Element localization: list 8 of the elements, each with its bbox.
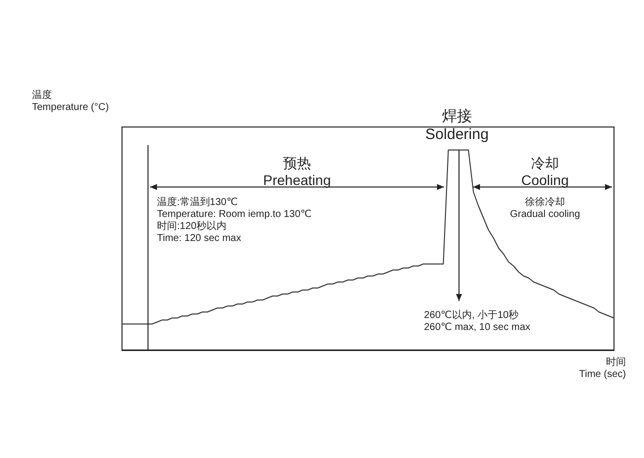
annotation: 冷却 Cooling: [520, 155, 570, 189]
annotation: 温度:常温到130℃ Temperature: Room iemp.to 130℃ 时间:120秒以内 Time: 120 sec max: [157, 197, 312, 245]
x-axis-title: 时间 Time (sec): [579, 357, 626, 381]
annotation: 徐徐冷却 Gradual cooling: [508, 197, 582, 221]
text: 焊接 Soldering: [424, 108, 490, 144]
y-axis-title: 温度 Temperature (°C): [32, 90, 109, 114]
annotation: 预热 Preheating: [262, 155, 332, 189]
annotation: 260℃以内, 小于10秒 260℃ max, 10 sec max: [424, 310, 530, 334]
